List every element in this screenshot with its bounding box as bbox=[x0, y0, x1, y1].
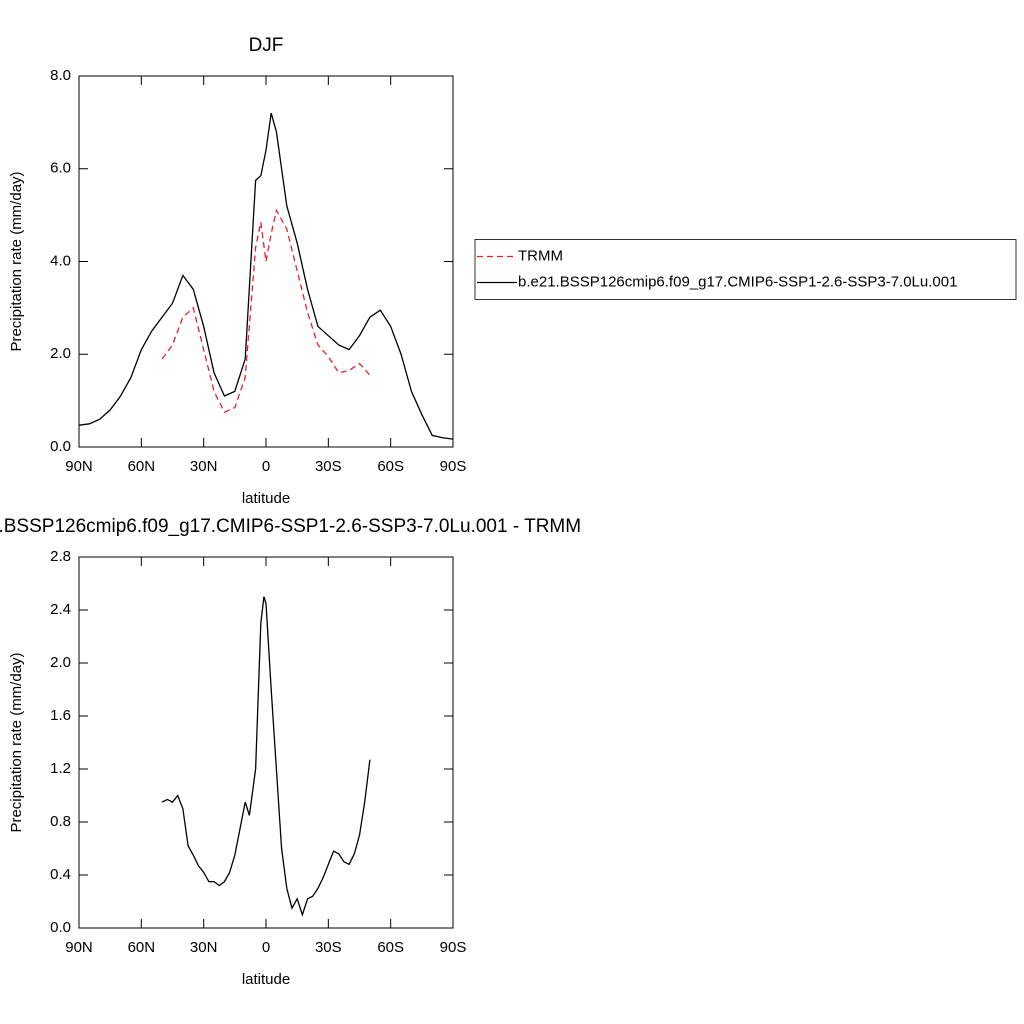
x-tick-label: 30S bbox=[315, 939, 342, 956]
y-tick-label: 0.4 bbox=[50, 866, 71, 883]
chart-title: DJF bbox=[249, 35, 284, 56]
x-axis-label: latitude bbox=[242, 490, 290, 507]
y-axis-label: Precipitation rate (mm/day) bbox=[8, 652, 25, 832]
x-tick-label: 60S bbox=[377, 939, 404, 956]
y-tick-label: 6.0 bbox=[50, 160, 71, 177]
plot-frame bbox=[78, 75, 454, 448]
x-tick-label: 30S bbox=[315, 458, 342, 475]
x-tick-label: 90N bbox=[65, 458, 93, 475]
y-tick-label: 2.8 bbox=[50, 548, 71, 565]
x-tick-label: 60S bbox=[377, 458, 404, 475]
y-tick-label: 2.4 bbox=[50, 601, 71, 618]
y-tick-label: 0.0 bbox=[50, 919, 71, 936]
y-tick-label: 0.8 bbox=[50, 813, 71, 830]
x-tick-label: 30N bbox=[190, 458, 218, 475]
x-tick-label: 90N bbox=[65, 939, 93, 956]
data-line bbox=[78, 112, 454, 440]
chart-title: b.e21.BSSP126cmip6.f09_g17.CMIP6-SSP1-2.… bbox=[0, 516, 581, 537]
data-line bbox=[161, 596, 371, 917]
y-tick-label: 2.0 bbox=[50, 345, 71, 362]
x-tick-label: 60N bbox=[128, 939, 156, 956]
y-tick-label: 8.0 bbox=[50, 67, 71, 84]
y-axis-label: Precipitation rate (mm/day) bbox=[8, 171, 25, 351]
legend-label: TRMM bbox=[518, 247, 563, 264]
x-tick-label: 90S bbox=[440, 939, 467, 956]
y-tick-label: 1.2 bbox=[50, 760, 71, 777]
data-line bbox=[161, 208, 371, 414]
x-tick-label: 0 bbox=[262, 458, 270, 475]
x-tick-label: 90S bbox=[440, 458, 467, 475]
x-tick-label: 60N bbox=[128, 458, 156, 475]
y-tick-label: 2.0 bbox=[50, 654, 71, 671]
y-tick-label: 4.0 bbox=[50, 252, 71, 269]
y-tick-label: 1.6 bbox=[50, 707, 71, 724]
x-axis-label: latitude bbox=[242, 971, 290, 988]
x-tick-label: 0 bbox=[262, 939, 270, 956]
legend-box bbox=[474, 239, 1017, 300]
x-tick-label: 30N bbox=[190, 939, 218, 956]
y-tick-label: 0.0 bbox=[50, 438, 71, 455]
legend-label: b.e21.BSSP126cmip6.f09_g17.CMIP6-SSP1-2.… bbox=[518, 273, 957, 290]
